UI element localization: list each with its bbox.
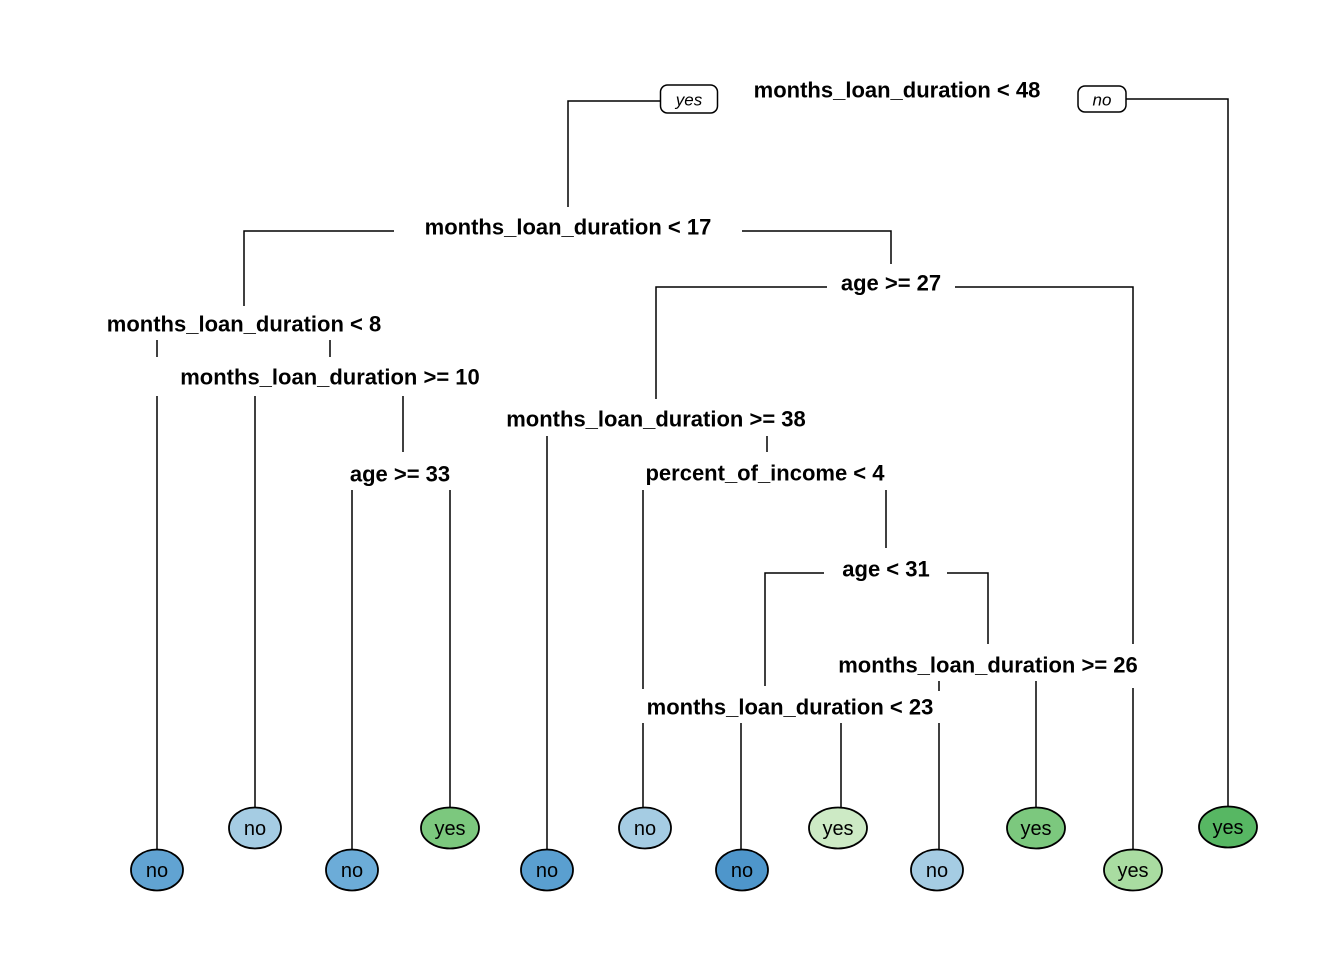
leaf-node-3: no — [325, 848, 379, 892]
leaf-node-6: no — [618, 806, 672, 850]
n6-yes-branch — [655, 286, 827, 399]
no-branch-tag-label: no — [1093, 91, 1112, 110]
split-node-label-n6: age >= 27 — [841, 271, 941, 296]
tree-leaves: no no no yes no no no yes no yes yes yes — [130, 805, 1258, 892]
leaf-ellipse — [1103, 848, 1163, 892]
leaf-ellipse — [910, 848, 964, 892]
tree-edges — [156, 98, 1229, 849]
leaf-label: no — [146, 860, 168, 882]
split-node-label-n9: age < 31 — [842, 557, 929, 582]
n9-yes-branch — [764, 572, 824, 686]
split-node-label-n2: months_loan_duration < 17 — [425, 215, 712, 240]
leaf-label: no — [926, 860, 948, 882]
leaf-ellipse — [520, 848, 574, 892]
leaf-node-2: no — [228, 806, 282, 850]
leaf-label: yes — [1020, 818, 1051, 840]
leaf-node-4: yes — [420, 806, 480, 850]
split-node-label-n5: age >= 33 — [350, 462, 450, 487]
leaf-ellipse — [228, 806, 282, 850]
leaf-label: yes — [822, 818, 853, 840]
leaf-ellipse — [130, 848, 184, 892]
leaf-label: no — [536, 860, 558, 882]
split-node-label-n10: months_loan_duration < 23 — [647, 695, 934, 720]
leaf-label: no — [341, 860, 363, 882]
n6-no-branch — [955, 286, 1134, 644]
split-node-label-n8: percent_of_income < 4 — [645, 461, 885, 486]
leaf-node-11: yes — [1103, 848, 1163, 892]
leaf-node-9: no — [910, 848, 964, 892]
split-node-label-n4: months_loan_duration >= 10 — [180, 365, 480, 390]
leaf-ellipse — [808, 806, 868, 850]
tree-split-labels: months_loan_duration < 48 months_loan_dur… — [107, 78, 1138, 720]
n9-no-branch — [947, 572, 989, 644]
root-yes-branch — [567, 100, 661, 207]
tree-branch-tags: yes no — [659, 84, 1127, 114]
leaf-node-8: yes — [808, 806, 868, 850]
leaf-label: no — [731, 860, 753, 882]
yes-branch-tag-box — [659, 84, 719, 114]
leaf-node-10: yes — [1006, 806, 1066, 850]
leaf-label: no — [244, 818, 266, 840]
n2-no-branch — [742, 230, 892, 264]
leaf-ellipse — [1198, 805, 1258, 849]
leaf-node-7: no — [715, 848, 769, 892]
leaf-ellipse — [420, 806, 480, 850]
leaf-label: yes — [1212, 817, 1243, 839]
split-node-label-n3: months_loan_duration < 8 — [107, 312, 381, 337]
leaf-ellipse — [1006, 806, 1066, 850]
root-no-branch — [1126, 98, 1229, 806]
split-node-label-n1: months_loan_duration < 48 — [754, 78, 1041, 103]
leaf-label: no — [634, 818, 656, 840]
leaf-ellipse — [618, 806, 672, 850]
split-node-label-n7: months_loan_duration >= 38 — [506, 407, 806, 432]
leaf-ellipse — [325, 848, 379, 892]
no-branch-tag-box — [1077, 85, 1127, 113]
leaf-label: yes — [434, 818, 465, 840]
split-node-label-n11: months_loan_duration >= 26 — [838, 653, 1138, 678]
leaf-node-1: no — [130, 848, 184, 892]
leaf-node-5: no — [520, 848, 574, 892]
leaf-label: yes — [1117, 860, 1148, 882]
leaf-ellipse — [715, 848, 769, 892]
yes-branch-tag-label: yes — [675, 91, 703, 110]
leaf-node-12: yes — [1198, 805, 1258, 849]
n2-yes-branch — [243, 230, 394, 306]
